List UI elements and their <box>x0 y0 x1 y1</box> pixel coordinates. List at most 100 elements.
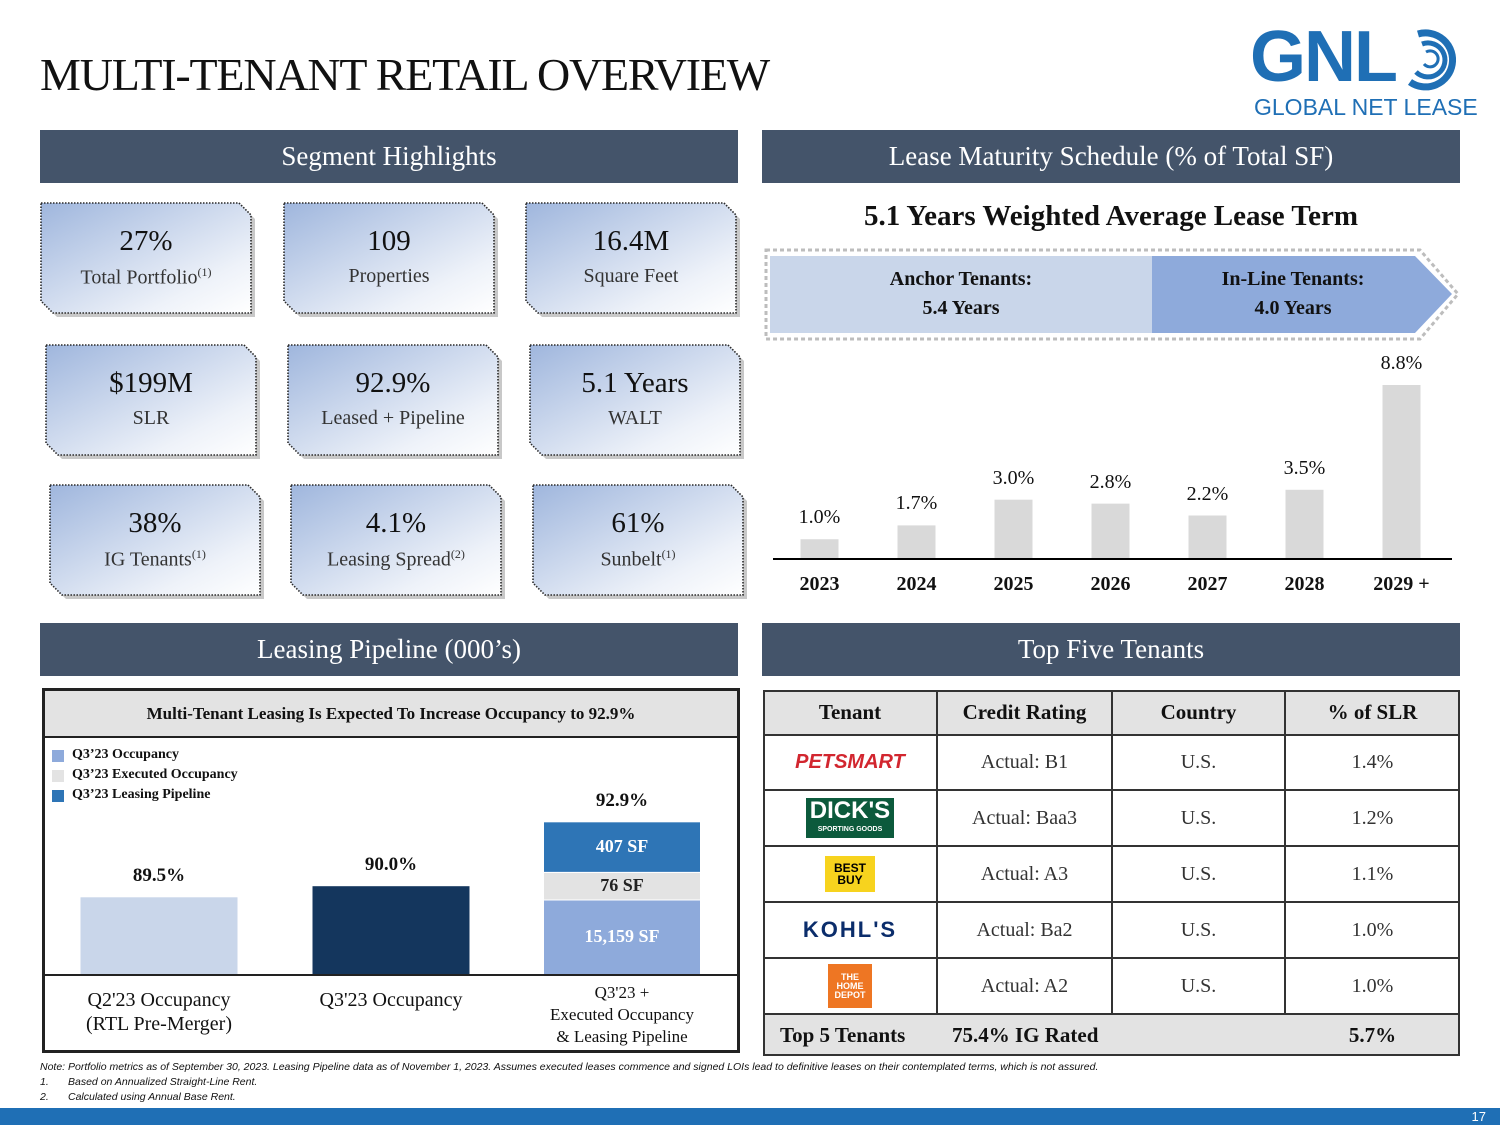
bar-value-label: 3.0% <box>992 466 1035 489</box>
table-cell: U.S. <box>1180 862 1217 885</box>
table-cell: Tenant <box>818 700 882 724</box>
x-tick-label: Q3'23 Occupancy <box>319 989 463 1011</box>
tile-label: WALT <box>530 407 740 430</box>
table-cell: 1.0% <box>1351 974 1394 997</box>
x-tick-label: 2028 <box>1284 573 1325 595</box>
bar <box>312 886 470 975</box>
tile <box>287 344 499 456</box>
bar-value-label: 2.2% <box>1186 482 1229 505</box>
band-text: In-Line Tenants: <box>1221 268 1365 290</box>
tile-label-text: SLR <box>132 407 170 429</box>
tile-note: (2) <box>450 547 465 561</box>
bar <box>994 499 1033 559</box>
table-cell: 5.7% <box>1348 1022 1397 1047</box>
legend-label: Q3’23 Occupancy <box>72 747 179 762</box>
table-cell: Country <box>1160 700 1237 724</box>
table-cell: Credit Rating <box>962 700 1087 724</box>
bar-segment <box>543 899 701 976</box>
table-cell: DICK'S SPORTING GOODS <box>763 790 937 846</box>
tile-label-text: Square Feet <box>583 265 679 287</box>
tile-value: 5.1 Years <box>581 367 689 399</box>
tile <box>290 484 502 596</box>
table-cell: Actual: A2 <box>980 974 1069 997</box>
bar-value-label: 3.5% <box>1283 456 1326 479</box>
bar-value-label: 1.7% <box>895 492 938 515</box>
tile-note: (1) <box>661 547 676 561</box>
section-heading: Top Five Tenants <box>762 623 1460 676</box>
tile-label-text: Sunbelt <box>600 548 662 571</box>
tile-label-text: Leased + Pipeline <box>321 407 465 429</box>
table-cell: Actual: A3 <box>980 862 1069 885</box>
footnote-number: 2. <box>40 1091 49 1103</box>
legend-swatch <box>52 770 64 782</box>
tenant-logo-line: SPORTING GOODS <box>817 826 883 833</box>
tile-label-text: Total Portfolio <box>80 266 198 289</box>
bar-value-label: 89.5% <box>132 865 186 887</box>
slide-title: MULTI-TENANT RETAIL OVERVIEW <box>40 49 770 100</box>
tile-value: 27% <box>119 225 173 257</box>
row-rule <box>763 1013 1460 1015</box>
tile <box>532 484 744 596</box>
tenant-logo: KOHL'S <box>802 917 898 942</box>
bar <box>1188 515 1227 559</box>
section-heading: Leasing Pipeline (000’s) <box>40 623 738 676</box>
table-cell: % of SLR <box>1327 700 1418 724</box>
x-tick-label: Q3'23 + Executed Occupancy & Leasing Pip… <box>550 983 694 1046</box>
tile-value: 61% <box>611 507 665 539</box>
table-cell: U.S. <box>1180 751 1217 773</box>
note: Note: Portfolio metrics as of September … <box>40 1061 1099 1073</box>
section-heading: Segment Highlights <box>40 130 738 183</box>
section-heading: Lease Maturity Schedule (% of Total SF) <box>762 130 1460 183</box>
segment-label: 76 SF <box>600 875 644 896</box>
x-tick-label: 2023 <box>799 573 840 595</box>
bar-value-label: 90.0% <box>364 854 418 876</box>
legend-swatch <box>52 750 64 762</box>
tile-label: Sunbelt(1) <box>533 547 743 572</box>
tile-value: 16.4M <box>592 225 670 257</box>
page-number: 17 <box>1471 1109 1486 1124</box>
bar-value-label: 8.8% <box>1380 352 1423 374</box>
tenant-logo: BEST BUY <box>825 856 875 892</box>
tile-value: 38% <box>128 507 182 539</box>
table-cell: PETSMART <box>763 735 937 790</box>
bar-value-label: 1.0% <box>798 506 841 529</box>
table-cell: 1.1% <box>1351 862 1394 885</box>
tile-label-text: Leasing Spread <box>327 548 451 571</box>
tile-label: Square Feet <box>526 265 736 288</box>
footer-cell: Top 5 Tenants <box>780 1023 906 1047</box>
table-cell: BEST BUY <box>763 846 937 902</box>
bar-segment <box>543 821 701 873</box>
footer-cell: 75.4% IG Rated <box>952 1023 1099 1047</box>
tile-value: $199M <box>109 367 193 399</box>
tenant-logo: DICK'S SPORTING GOODS <box>806 798 894 838</box>
col-rule <box>1111 690 1113 1014</box>
table-cell: THE HOME DEPOT <box>763 958 937 1014</box>
x-tick-label: Q2'23 Occupancy (RTL Pre-Merger) <box>86 989 232 1035</box>
table-cell: 1.4% <box>1351 751 1394 773</box>
table-cell: Actual: Ba2 <box>976 918 1073 941</box>
tile-value: 4.1% <box>365 507 427 539</box>
tile-label: IG Tenants(1) <box>50 547 260 572</box>
legend-swatch <box>52 790 64 802</box>
tile-note: (1) <box>191 547 206 561</box>
tile-label-text: WALT <box>608 407 662 429</box>
tenant-logo: THE HOME DEPOT <box>828 964 872 1008</box>
subtitle: 5.1 Years Weighted Average Lease Term <box>863 200 1358 232</box>
tenant-logo-line: DICK'S <box>809 797 891 824</box>
tile-label-text: Properties <box>348 265 430 287</box>
tenant-logo: PETSMART <box>795 751 905 773</box>
tile-note: (1) <box>197 265 212 279</box>
footnote-text: Calculated using Annual Base Rent. <box>68 1091 236 1103</box>
tile-label: Properties <box>284 265 494 288</box>
footnote-number: 1. <box>40 1076 49 1088</box>
table-cell: U.S. <box>1180 974 1217 997</box>
bar <box>1382 385 1421 559</box>
tile <box>49 484 261 596</box>
table-cell: U.S. <box>1180 806 1217 829</box>
tile-label-text: IG Tenants <box>104 548 192 571</box>
table-cell: KOHL'S <box>763 902 937 958</box>
x-tick-label: 2025 <box>993 573 1034 595</box>
tile-value: 92.9% <box>355 367 431 399</box>
